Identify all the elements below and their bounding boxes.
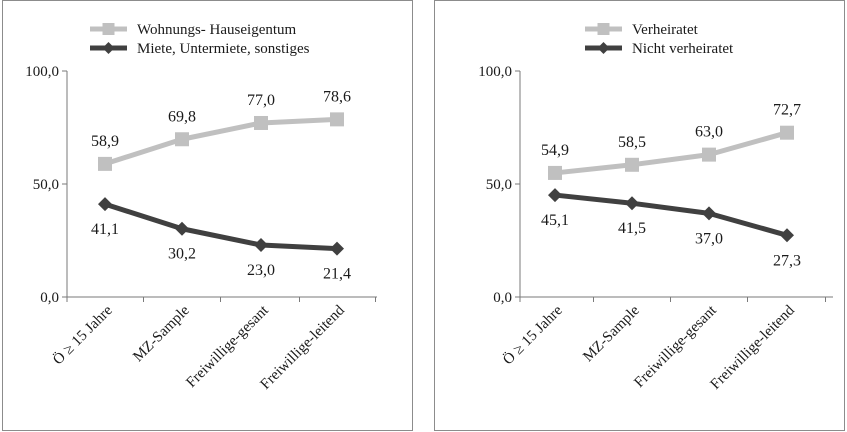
series-line-verheiratet (554, 130, 788, 176)
data-point-marker (702, 147, 716, 162)
data-point-marker (625, 196, 639, 211)
x-tick-label-freiwillige-gesant: Freiwillige-gesant (631, 302, 720, 391)
data-point-marker (175, 132, 189, 147)
data-point-marker (98, 197, 112, 212)
x-tick-label-15-jahre: Ö ≥ 15 Jahre (499, 302, 566, 369)
legend-marker (102, 23, 115, 35)
data-point-marker (330, 241, 344, 256)
data-label: 41,5 (618, 220, 646, 237)
data-label: 69,8 (168, 108, 196, 125)
data-label: 77,0 (247, 92, 275, 109)
data-point-marker (702, 206, 716, 221)
x-tick-label-15-jahre: Ö ≥ 15 Jahre (49, 302, 116, 369)
series-line-nicht-verheiratet (554, 192, 788, 238)
data-point-marker (780, 228, 794, 243)
data-label: 45,1 (541, 212, 569, 229)
data-label: 58,9 (91, 133, 119, 150)
legend-label-wohnungs-hauseigentum: Wohnungs- Hauseigentum (137, 22, 297, 38)
chart-panel-right: 0,0 50,0 100,0 Ö ≥ 15 Jahre MZ-Sample Freiwil… (434, 0, 845, 431)
data-label: 72,7 (773, 102, 801, 119)
chart-panel-left: 0,0 50,0 100,0 Ö ≥ 15 Jahre MZ-Sample Freiwil… (2, 0, 413, 431)
data-point-marker (254, 238, 268, 253)
y-tick-label: 0,0 (493, 290, 512, 306)
data-point-marker (548, 188, 562, 203)
legend-label-nicht-verheiratet: Nicht verheiratet (632, 41, 734, 57)
data-label: 54,9 (541, 142, 569, 159)
data-point-marker (175, 221, 189, 236)
legend-marker (102, 42, 115, 54)
legend-label-miete-untermiete-sonstiges: Miete, Untermiete, sonstiges (137, 41, 310, 57)
x-tick-label-mz-sample: MZ-Sample (580, 302, 643, 365)
data-label: 58,5 (618, 134, 646, 151)
legend-label-verheiratet: Verheiratet (632, 22, 699, 38)
y-tick-label: 100,0 (478, 64, 512, 80)
data-point-marker (254, 115, 268, 130)
data-point-marker (548, 165, 562, 180)
data-label: 23,0 (247, 262, 275, 279)
y-tick-label: 0,0 (40, 290, 59, 306)
x-tick-label-freiwillige-gesant: Freiwillige-gesant (183, 302, 272, 391)
legend-marker (597, 42, 610, 54)
y-tick-label: 50,0 (486, 177, 512, 193)
data-label: 63,0 (695, 124, 723, 141)
data-label: 37,0 (695, 230, 723, 247)
data-label: 41,1 (91, 221, 119, 238)
data-label: 21,4 (323, 266, 351, 283)
data-label: 27,3 (773, 252, 801, 269)
data-point-marker (625, 157, 639, 172)
data-point-marker (330, 112, 344, 127)
data-point-marker (780, 125, 794, 140)
y-tick-label: 100,0 (25, 64, 59, 80)
y-tick-label: 50,0 (33, 177, 59, 193)
data-label: 30,2 (168, 246, 196, 263)
x-tick-label-mz-sample: MZ-Sample (130, 302, 193, 365)
series-line-miete-untermiete-sonstiges (104, 201, 338, 252)
data-label: 78,6 (323, 88, 351, 105)
x-tick-label-freiwillige-leitend: Freiwillige-leitend (258, 302, 349, 393)
legend-marker (597, 23, 610, 35)
data-point-marker (98, 156, 112, 171)
series-line-wohnungs-hauseigentum (104, 116, 338, 167)
x-tick-label-freiwillige-leitend: Freiwillige-leitend (708, 302, 799, 393)
